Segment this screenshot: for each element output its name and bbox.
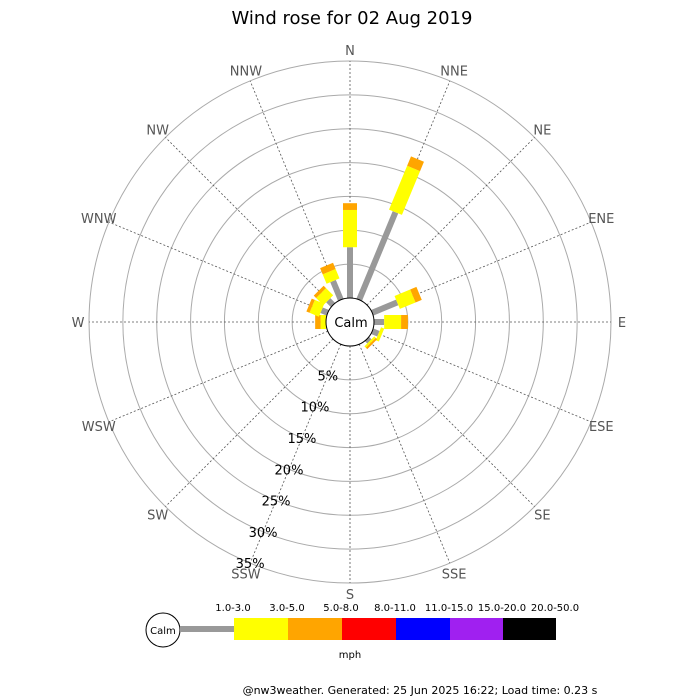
ring-label-30: 30% xyxy=(249,526,278,541)
ring-label-35: 35% xyxy=(236,557,265,572)
direction-label-wsw: WSW xyxy=(82,420,116,435)
ring-labels: 5% 10% 15% 20% 25% 30% 35% xyxy=(236,369,339,572)
range-ring-6 xyxy=(122,94,578,550)
legend-label-8.0-11.0: 8.0-11.0 xyxy=(374,603,416,614)
spoke-nw xyxy=(165,137,334,306)
spoke-wnw xyxy=(108,221,328,314)
bar-ese-1.0-3.0 xyxy=(371,328,380,337)
legend: Calm 1.0-3.0 3.0-5.0 5.0-8.0 8.0-11.0 11.0-1… xyxy=(145,603,579,661)
direction-label-wnw: WNW xyxy=(81,212,117,227)
bar-nw-3.0-5.0 xyxy=(316,288,334,306)
legend-swatch-11.0-15.0 xyxy=(396,618,450,640)
direction-label-e: E xyxy=(618,316,626,331)
bar-wnw-1.0-3.0 xyxy=(320,307,329,316)
ring-label-25: 25% xyxy=(262,495,291,510)
legend-swatch-8.0-11.0 xyxy=(342,618,396,640)
bar-e-1.0-3.0 xyxy=(374,319,385,325)
legend-label-3.0-5.0: 3.0-5.0 xyxy=(269,603,304,614)
bar-ene-3.0-5.0 xyxy=(394,289,416,309)
bar-w-5.0-8.0 xyxy=(315,315,321,329)
legend-unit: mph xyxy=(339,650,361,661)
direction-spokes xyxy=(89,61,611,583)
bar-nw-5.0-8.0 xyxy=(313,285,327,299)
spoke-sw xyxy=(165,338,334,507)
ring-label-15: 15% xyxy=(287,432,316,447)
wind-bars xyxy=(306,156,424,350)
ring-label-20: 20% xyxy=(275,463,304,478)
legend-swatch-15.0-20.0 xyxy=(450,618,503,640)
bar-ese-3.0-5.0 xyxy=(375,327,385,342)
bar-nnw-3.0-5.0 xyxy=(322,268,340,284)
bar-nnw-5.0-8.0 xyxy=(320,262,336,275)
bar-e-5.0-8.0 xyxy=(401,315,408,329)
bar-n-1.0-3.0 xyxy=(347,247,353,298)
bar-nnw-1.0-3.0 xyxy=(330,279,344,301)
direction-label-nne: NNE xyxy=(440,65,468,80)
calm-label: Calm xyxy=(334,316,367,331)
direction-label-nnw: NNW xyxy=(230,65,262,80)
legend-swatch-20.0-50.0 xyxy=(503,618,556,640)
bar-n-3.0-5.0 xyxy=(343,209,357,248)
direction-label-sw: SW xyxy=(147,508,168,523)
direction-label-s: S xyxy=(346,588,354,603)
legend-label-5.0-8.0: 5.0-8.0 xyxy=(323,603,358,614)
bar-se-5.0-8.0 xyxy=(365,337,378,350)
legend-label-15.0-20.0: 15.0-20.0 xyxy=(478,603,526,614)
bar-se-3.0-5.0 xyxy=(364,336,376,348)
bar-nne-5.0-8.0 xyxy=(407,156,424,172)
legend-label-11.0-15.0: 11.0-15.0 xyxy=(425,603,473,614)
direction-label-ene: ENE xyxy=(588,212,614,227)
direction-label-nw: NW xyxy=(146,124,169,139)
legend-label-20.0-50.0: 20.0-50.0 xyxy=(531,603,579,614)
bar-w-3.0-5.0 xyxy=(320,315,326,329)
direction-label-sse: SSE xyxy=(442,567,467,582)
bar-se-1.0-3.0 xyxy=(364,336,372,344)
bar-n-5.0-8.0 xyxy=(343,203,357,210)
spoke-nne xyxy=(358,80,451,300)
calm-circle: Calm xyxy=(325,297,375,347)
ring-label-10: 10% xyxy=(300,401,329,416)
bar-wnw-5.0-8.0 xyxy=(306,298,315,313)
chart-title: Wind rose for 02 Aug 2019 xyxy=(232,8,473,29)
legend-swatch-3.0-5.0 xyxy=(234,618,288,640)
legend-swatch-1.0-3.0 xyxy=(180,626,234,632)
spoke-nnw xyxy=(249,80,342,300)
footer-text: @nw3weather. Generated: 25 Jun 2025 16:2… xyxy=(243,684,598,697)
direction-label-ese: ESE xyxy=(589,420,614,435)
spoke-ese xyxy=(372,330,592,423)
direction-label-n: N xyxy=(345,44,355,59)
bar-e-3.0-5.0 xyxy=(384,315,402,329)
direction-label-ne: NE xyxy=(533,124,551,139)
legend-swatch-5.0-8.0 xyxy=(288,618,342,640)
direction-label-w: W xyxy=(72,316,85,331)
ring-label-5: 5% xyxy=(318,369,339,384)
bar-nne-3.0-5.0 xyxy=(388,165,421,215)
bar-ene-1.0-3.0 xyxy=(371,299,399,316)
spoke-ssw xyxy=(249,344,342,564)
spoke-ne xyxy=(366,137,535,306)
bar-wnw-3.0-5.0 xyxy=(309,299,325,317)
range-ring-4 xyxy=(190,162,510,482)
spoke-se xyxy=(366,338,535,507)
direction-label-se: SE xyxy=(534,508,550,523)
direction-labels: N NNE NE ENE E ESE SE SSE S SSW SW WSW W WNW NW NNW xyxy=(72,44,627,603)
legend-calm-label: Calm xyxy=(150,626,176,637)
bar-ene-5.0-8.0 xyxy=(410,286,422,303)
spoke-sse xyxy=(358,344,451,564)
legend-label-1.0-3.0: 1.0-3.0 xyxy=(215,603,250,614)
spoke-ene xyxy=(372,221,592,314)
direction-label-ssw: SSW xyxy=(231,567,261,582)
bar-nne-1.0-3.0 xyxy=(356,211,399,301)
spoke-wsw xyxy=(108,330,328,423)
